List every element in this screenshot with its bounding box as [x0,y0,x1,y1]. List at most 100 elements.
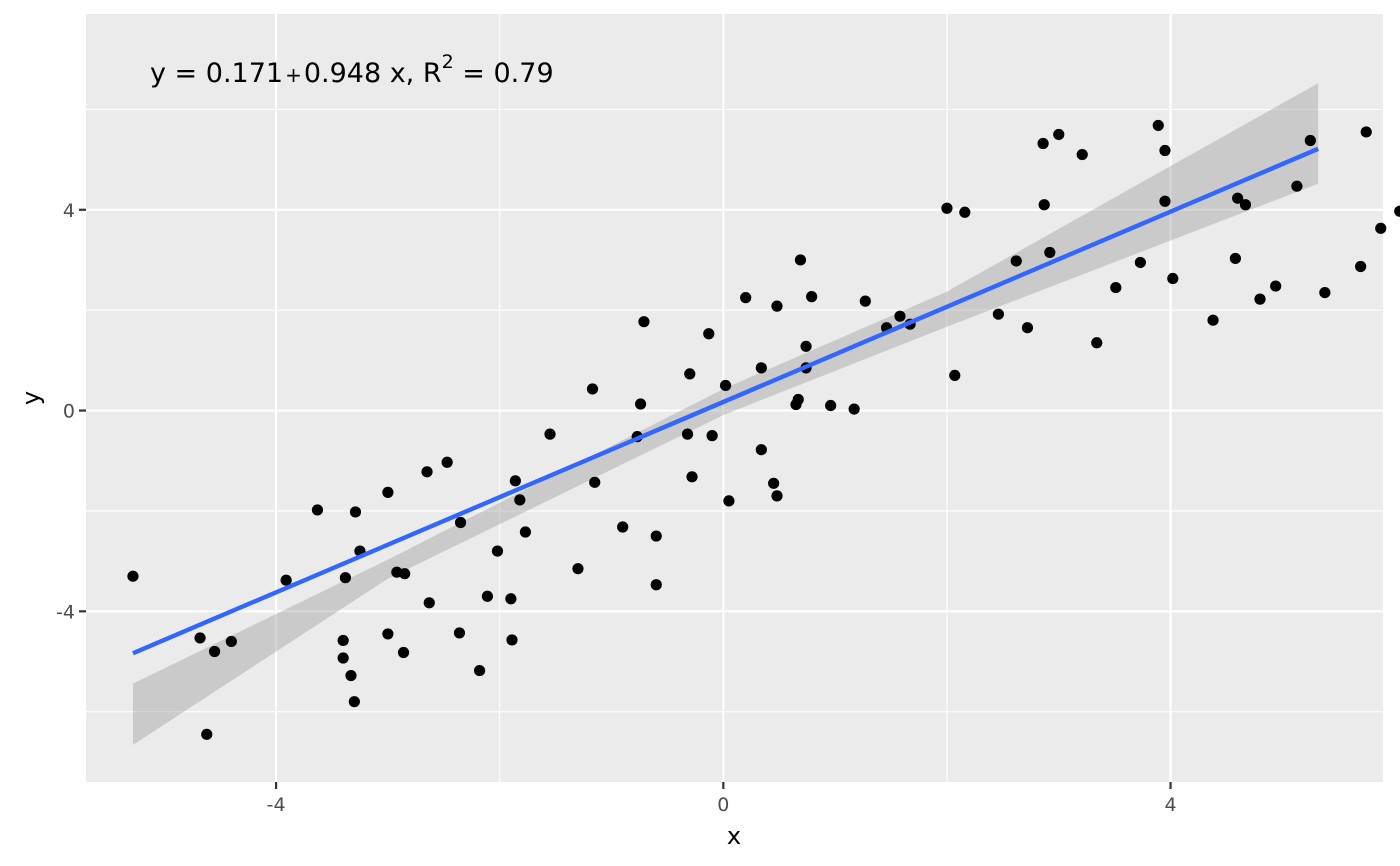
data-point [703,328,715,340]
data-point [894,310,906,322]
data-point [127,570,139,582]
data-point [506,634,518,646]
x-axis-title: x [727,822,741,850]
data-point [1270,280,1282,292]
grid-major [86,14,1383,782]
data-point [1360,126,1372,138]
data-point [1076,148,1088,161]
data-point [1044,246,1056,259]
data-point [638,316,650,328]
data-point [453,627,466,639]
data-point [1254,293,1266,305]
data-point [1091,337,1103,349]
data-point [201,728,213,740]
data-point [723,495,735,507]
data-point [505,593,517,605]
data-point [959,206,971,218]
data-point [1038,199,1050,211]
data-point [1021,322,1034,334]
data-point [1053,128,1065,141]
data-point [792,393,804,406]
data-point [399,568,411,580]
data-point [706,430,718,442]
data-point [1207,314,1219,326]
data-point [681,428,694,440]
data-point [454,516,467,529]
data-point [225,635,237,648]
data-point [1110,281,1122,294]
data-point [311,504,324,516]
y-axis-title: y [17,391,45,405]
data-point [617,521,629,533]
data-point [1159,195,1171,207]
data-point [825,399,837,412]
data-point [755,444,767,456]
data-point [509,475,521,487]
data-point [794,254,807,266]
points-layer [127,119,1400,740]
data-point [473,664,486,677]
data-point [441,456,453,468]
data-point [382,486,394,498]
y-tick-label: 4 [63,200,75,222]
data-point [740,292,752,304]
data-point [397,646,410,659]
data-point [514,494,526,506]
data-point [208,645,221,658]
data-point [650,579,662,591]
confidence-band [132,83,1319,745]
data-point [771,300,783,312]
data-point [345,669,357,682]
data-point [992,308,1004,320]
data-point [771,490,783,502]
x-tick-label: 4 [1165,794,1177,816]
data-point [572,563,584,575]
data-point [1304,134,1316,147]
data-point [491,545,504,557]
data-point [349,506,362,518]
data-point [719,379,732,392]
ci-band-layer [132,83,1319,745]
data-point [280,574,292,586]
data-point [589,476,601,488]
data-point [348,696,360,708]
data-point [755,362,767,374]
data-point [423,597,435,609]
data-point [684,368,696,380]
data-point [1291,180,1303,192]
data-point [544,428,556,440]
data-point [519,526,532,538]
data-point [1229,252,1242,265]
data-point [194,632,206,644]
data-point [949,369,961,382]
data-point [1167,272,1179,285]
data-point [382,628,394,640]
data-point [800,340,812,352]
data-point [339,572,351,584]
data-point [1134,256,1146,269]
data-point [1394,205,1400,217]
data-point [650,530,662,542]
data-point [1375,222,1387,234]
y-tick-label: -4 [56,601,75,623]
fit-layer [132,146,1320,656]
regression-equation: y = 0.171 +0.948 x, R2 = 0.79 [150,51,554,89]
data-point [941,202,953,214]
data-point [859,295,871,307]
data-point [1319,286,1331,299]
data-point [1239,199,1252,211]
grid-minor [86,14,1383,782]
data-point [1232,192,1244,204]
data-point [1010,255,1022,267]
data-point [1037,137,1049,150]
data-point [848,403,860,415]
data-point [768,477,780,489]
data-point [337,634,349,647]
data-point [481,590,493,602]
ticks-layer: -4 0 4 -4 0 4 [56,200,1177,816]
data-point [586,383,599,395]
data-point [686,471,698,483]
x-tick-label: -4 [267,794,286,816]
y-tick-label: 0 [63,401,75,423]
